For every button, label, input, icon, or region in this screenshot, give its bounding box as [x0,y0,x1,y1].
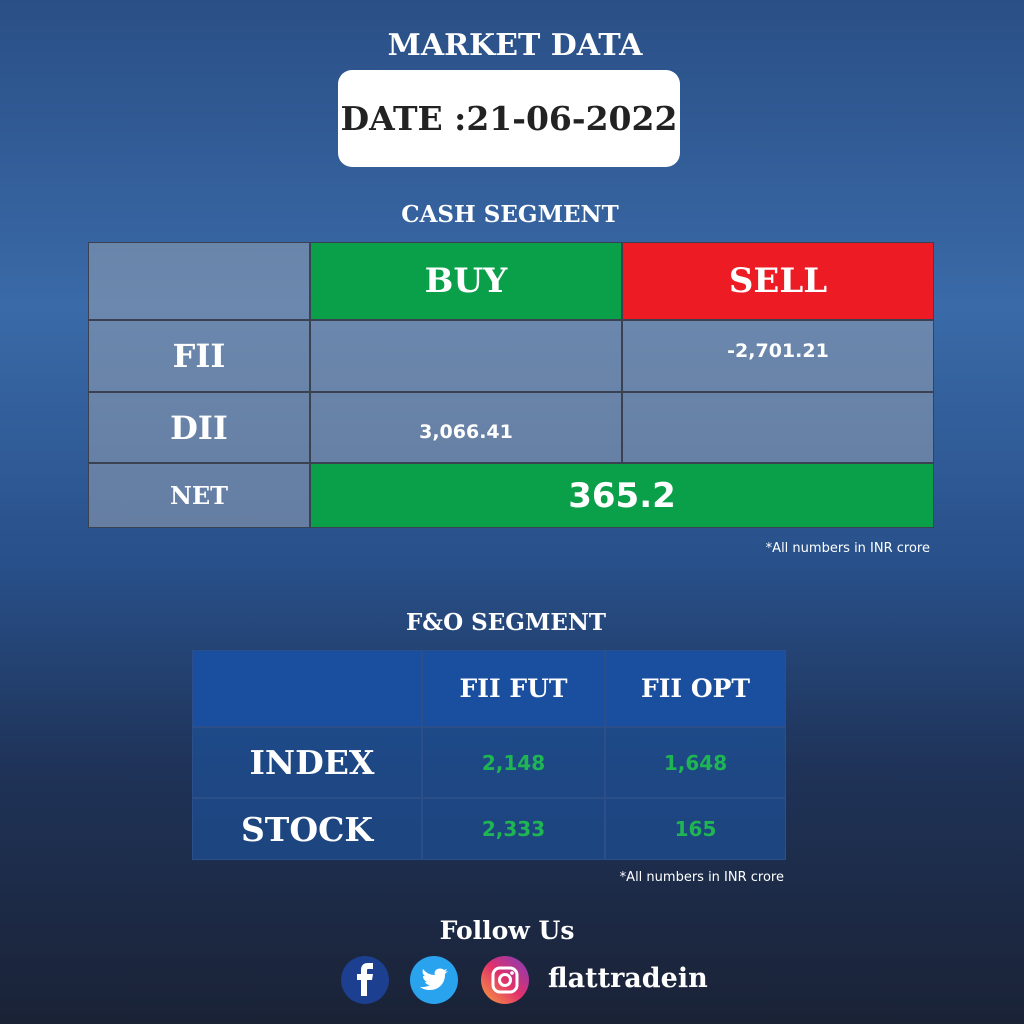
note: *All numbers in INR crore [619,870,784,885]
value-cell: -2,701.21 [622,320,934,392]
row-label: INDEX [192,727,422,798]
cell [310,320,622,392]
buy-header: BUY [310,242,622,320]
column-header: FII FUT [422,650,605,727]
value-cell: 2,333 [422,798,605,860]
handle: flattradein [548,963,708,994]
column-header: FII OPT [605,650,786,727]
instagram-icon[interactable] [481,956,529,1004]
row-label: FII [88,320,310,392]
note: *All numbers in INR crore [765,541,930,556]
date: DATE :21-06-2022 [338,70,680,167]
row-label: DII [88,392,310,463]
cell [88,242,310,320]
row-label: STOCK [192,798,422,860]
social-icons [341,956,529,1004]
twitter-icon[interactable] [410,956,458,1004]
fo-title: F&O SEGMENT [405,608,607,636]
value-cell: 2,148 [422,727,605,798]
value-cell: 3,066.41 [310,392,622,463]
net-value: 365.2 [310,463,934,528]
title: MARKET DATA [387,27,643,63]
sell-header: SELL [622,242,934,320]
cash-title: CASH SEGMENT [401,200,619,228]
row-label: NET [88,463,310,528]
value-cell: 165 [605,798,786,860]
cell [192,650,422,727]
value-cell: 1,648 [605,727,786,798]
cell [622,392,934,463]
facebook-icon[interactable] [341,956,389,1004]
follow-us: Follow Us [439,915,575,945]
